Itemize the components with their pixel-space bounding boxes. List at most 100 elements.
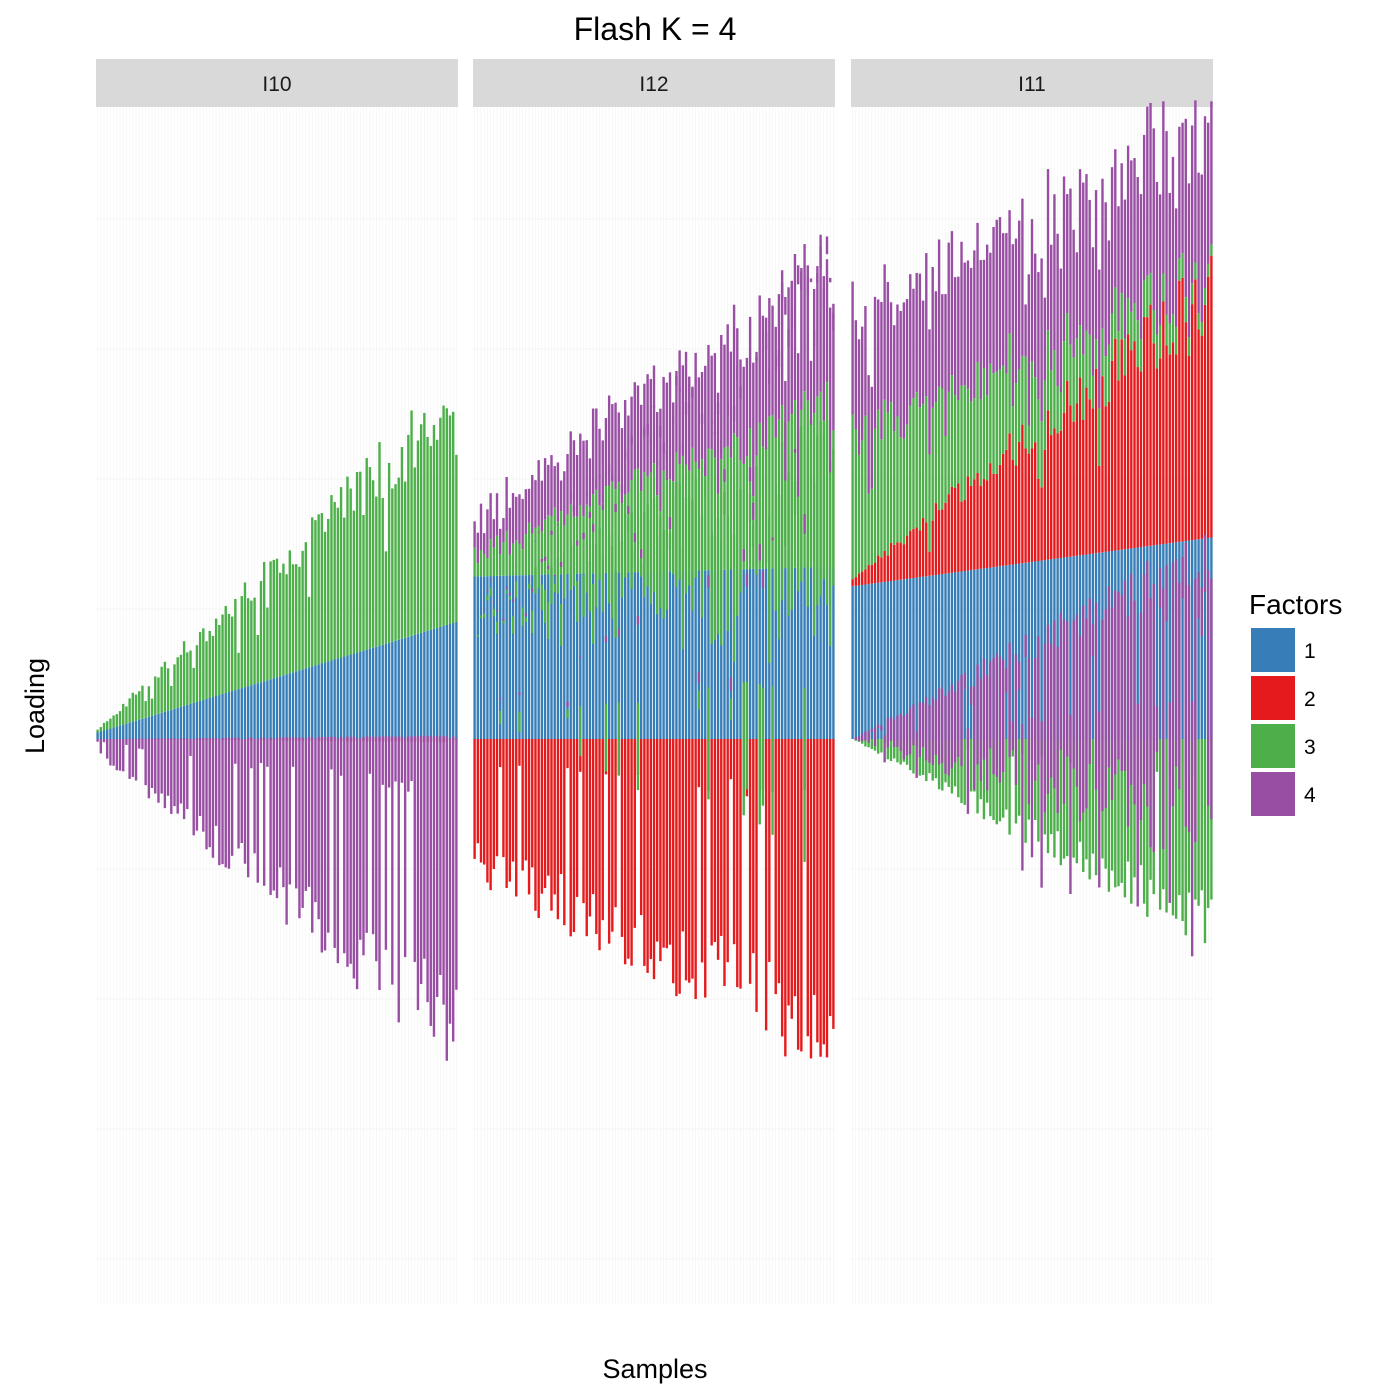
- bar-factor-1: [761, 568, 765, 739]
- bar-factor-4: [439, 736, 442, 975]
- bar-factor-2: [559, 739, 563, 875]
- bar-factor-1: [1203, 538, 1207, 739]
- bar-factor-4: [1117, 591, 1120, 760]
- bar-factor-2: [800, 739, 803, 1052]
- bar-factor-1: [543, 574, 547, 739]
- bar-factor-2: [620, 739, 624, 937]
- bar-factor-4: [572, 440, 576, 517]
- bar-factor-2: [921, 518, 925, 577]
- bar-factor-3: [1206, 739, 1210, 908]
- bar-factor-1: [1030, 561, 1034, 739]
- bar-factor-3: [659, 516, 662, 608]
- bar-factor-4: [527, 488, 531, 523]
- bar-factor-4: [1152, 128, 1155, 310]
- bar-factor-3: [758, 684, 761, 825]
- bar-factor-1: [944, 573, 947, 739]
- bar-factor-4: [764, 332, 768, 350]
- bar-factor-3: [777, 419, 781, 569]
- bar-factor-1: [403, 637, 407, 739]
- bar-factor-2: [1011, 459, 1014, 565]
- bar-factor-1: [572, 573, 576, 739]
- bar-factor-2: [524, 739, 528, 861]
- bar-factor-3: [614, 570, 617, 638]
- bar-factor-3: [828, 461, 832, 647]
- bar-factor-4: [710, 355, 713, 450]
- bar-factor-4: [973, 686, 976, 790]
- bar-factor-4: [99, 739, 103, 754]
- bar-factor-4: [1178, 582, 1181, 790]
- bar-factor-2: [883, 550, 886, 582]
- bar-factor-1: [419, 632, 423, 739]
- bar-factor-2: [1001, 453, 1005, 566]
- bar-factor-3: [582, 574, 585, 617]
- bar-factor-3: [397, 477, 400, 640]
- bar-factor-4: [1037, 636, 1040, 765]
- bar-factor-3: [234, 598, 237, 691]
- bar-factor-3: [1098, 408, 1101, 466]
- bar-factor-1: [966, 570, 970, 739]
- bar-factor-2: [880, 557, 883, 583]
- legend-label-1: 1: [1304, 640, 1316, 663]
- bar-factor-1: [317, 664, 320, 739]
- bar-factor-4: [349, 736, 352, 964]
- bar-factor-4: [707, 575, 710, 588]
- bar-factor-3: [579, 706, 582, 756]
- bar-factor-4: [275, 737, 279, 899]
- bar-factor-4: [877, 299, 880, 410]
- bar-factor-1: [186, 704, 189, 739]
- bar-factor-4: [1203, 534, 1207, 592]
- bar-factor-4: [867, 730, 870, 743]
- facet-strip-label: I12: [639, 73, 668, 96]
- bar-factor-3: [1139, 339, 1143, 372]
- bar-factor-3: [1011, 406, 1014, 460]
- bar-factor-4: [365, 736, 368, 933]
- bar-factor-1: [1165, 543, 1168, 739]
- bar-factor-1: [1197, 539, 1200, 739]
- bar-factor-4: [816, 273, 819, 397]
- bar-factor-3: [787, 472, 790, 616]
- bar-factor-1: [154, 714, 157, 739]
- bar-factor-4: [726, 324, 729, 447]
- bar-factor-3: [1072, 739, 1075, 858]
- bar-factor-4: [202, 738, 205, 832]
- bar-factor-3: [508, 596, 512, 600]
- bar-factor-1: [112, 727, 115, 739]
- bar-factor-1: [726, 569, 729, 739]
- bar-factor-3: [1088, 739, 1091, 880]
- bar-factor-3: [957, 739, 960, 798]
- bar-factor-3: [179, 654, 183, 707]
- bar-factor-3: [495, 621, 499, 634]
- bar-factor-4: [240, 739, 243, 844]
- bar-factor-4: [611, 404, 614, 482]
- bar-factor-3: [208, 630, 211, 698]
- bar-factor-2: [912, 528, 915, 578]
- bar-factor-1: [128, 722, 131, 739]
- bar-factor-3: [620, 503, 624, 573]
- bar-factor-4: [915, 731, 918, 778]
- bar-factor-2: [1136, 367, 1139, 548]
- bar-factor-4: [518, 494, 521, 544]
- bar-factor-4: [966, 728, 970, 814]
- bar-factor-3: [492, 608, 496, 617]
- bar-factor-2: [515, 739, 518, 897]
- bar-factor-4: [976, 222, 979, 363]
- bar-factor-3: [1050, 370, 1053, 436]
- bar-factor-3: [819, 421, 822, 596]
- bar-factor-4: [1104, 609, 1107, 809]
- bar-factor-2: [755, 739, 758, 1012]
- bar-factor-3: [365, 457, 368, 650]
- bar-factor-4: [720, 438, 723, 454]
- bar-factor-4: [403, 738, 407, 958]
- bar-factor-3: [1171, 314, 1175, 343]
- bar-factor-1: [688, 570, 691, 739]
- bar-factor-1: [825, 566, 829, 739]
- bar-factor-1: [569, 573, 572, 739]
- bar-factor-4: [445, 736, 448, 1061]
- bar-factor-4: [524, 613, 528, 616]
- bar-factor-1: [723, 569, 726, 739]
- bar-factor-1: [909, 578, 912, 739]
- bar-factor-4: [1091, 247, 1095, 376]
- bar-factor-1: [1011, 564, 1014, 739]
- bar-factor-3: [697, 468, 701, 571]
- bar-factor-3: [672, 494, 675, 575]
